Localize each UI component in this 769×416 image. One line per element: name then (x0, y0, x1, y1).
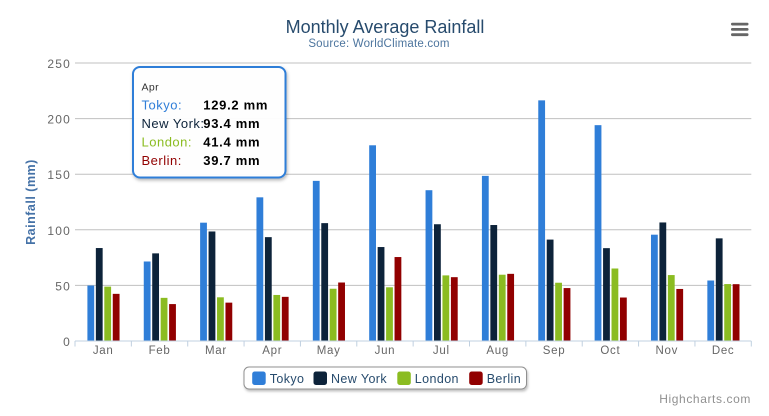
svg-text:Apr: Apr (142, 82, 160, 94)
svg-text:London:: London: (142, 135, 193, 150)
svg-text:Mar: Mar (205, 345, 227, 357)
svg-text:0: 0 (63, 335, 71, 349)
svg-text:Apr: Apr (262, 345, 282, 357)
svg-text:Highcharts.com: Highcharts.com (659, 392, 751, 406)
svg-text:Dec: Dec (712, 345, 735, 357)
svg-text:New York: New York (331, 372, 387, 386)
svg-text:Feb: Feb (149, 345, 171, 357)
svg-text:50: 50 (55, 279, 71, 293)
svg-text:Berlin: Berlin (487, 372, 521, 386)
svg-text:250: 250 (47, 57, 71, 71)
svg-text:150: 150 (47, 168, 71, 182)
svg-text:41.4 mm: 41.4 mm (203, 135, 260, 150)
svg-text:Tokyo:: Tokyo: (142, 98, 183, 113)
svg-text:Jul: Jul (433, 345, 450, 357)
svg-text:Berlin:: Berlin: (142, 153, 182, 168)
svg-text:Rainfall (mm): Rainfall (mm) (24, 159, 38, 245)
svg-text:Jan: Jan (93, 345, 114, 357)
svg-text:New York:: New York: (142, 116, 205, 131)
svg-text:Source: WorldClimate.com: Source: WorldClimate.com (308, 38, 449, 50)
svg-text:Tokyo: Tokyo (270, 372, 305, 386)
svg-text:Sep: Sep (543, 345, 566, 357)
svg-text:100: 100 (47, 224, 71, 238)
svg-text:39.7 mm: 39.7 mm (203, 153, 260, 168)
svg-text:Nov: Nov (655, 345, 678, 357)
svg-text:Aug: Aug (486, 345, 509, 357)
svg-text:129.2 mm: 129.2 mm (203, 98, 268, 113)
svg-text:Jun: Jun (375, 345, 396, 357)
svg-text:London: London (415, 372, 459, 386)
svg-text:200: 200 (47, 113, 71, 127)
svg-text:May: May (317, 345, 341, 357)
svg-text:Monthly Average Rainfall: Monthly Average Rainfall (286, 17, 485, 37)
svg-text:Oct: Oct (600, 345, 620, 357)
svg-text:93.4 mm: 93.4 mm (203, 116, 260, 131)
